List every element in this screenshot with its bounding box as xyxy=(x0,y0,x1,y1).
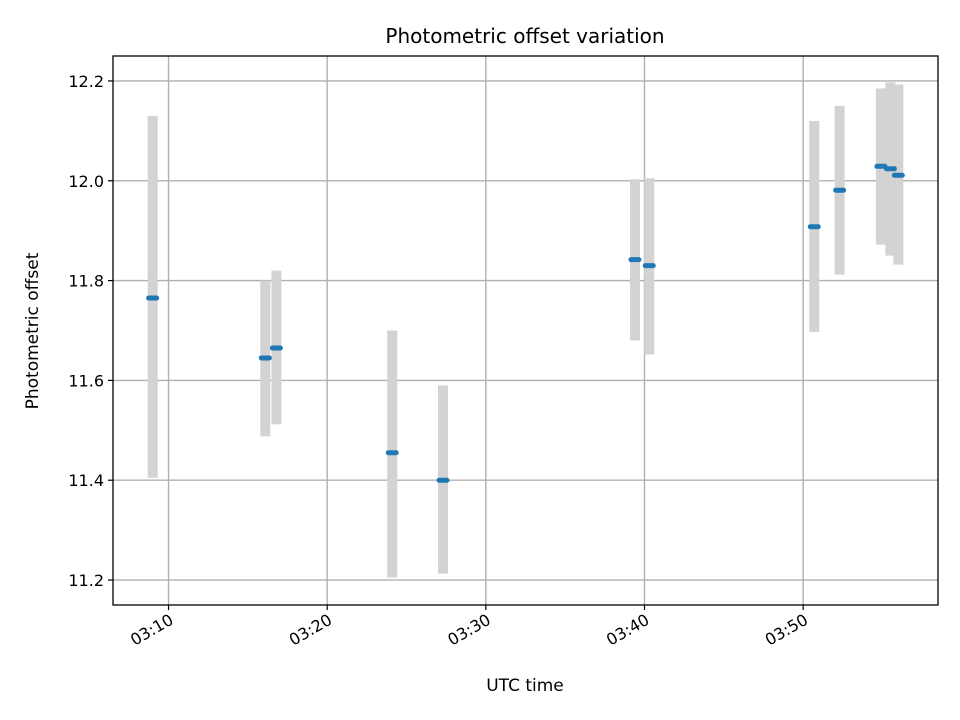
plot-area-frame xyxy=(112,55,939,606)
y-axis: 11.2 11.4 11.6 11.8 12.0 12.2 xyxy=(68,72,113,590)
y-tick-label-2: 11.6 xyxy=(68,371,104,390)
data-points xyxy=(146,163,905,483)
y-tick-label-0: 11.2 xyxy=(68,571,104,590)
x-axis-title: UTC time xyxy=(486,676,564,696)
grid xyxy=(113,56,938,605)
y-tick-label-4: 12.0 xyxy=(68,172,104,191)
chart-title: Photometric offset variation xyxy=(385,24,664,48)
y-tick-label-1: 11.4 xyxy=(68,471,104,490)
y-tick-label-3: 11.8 xyxy=(68,272,104,291)
y-axis-title: Photometric offset xyxy=(23,252,43,409)
y-tick-label-5: 12.2 xyxy=(68,72,104,91)
